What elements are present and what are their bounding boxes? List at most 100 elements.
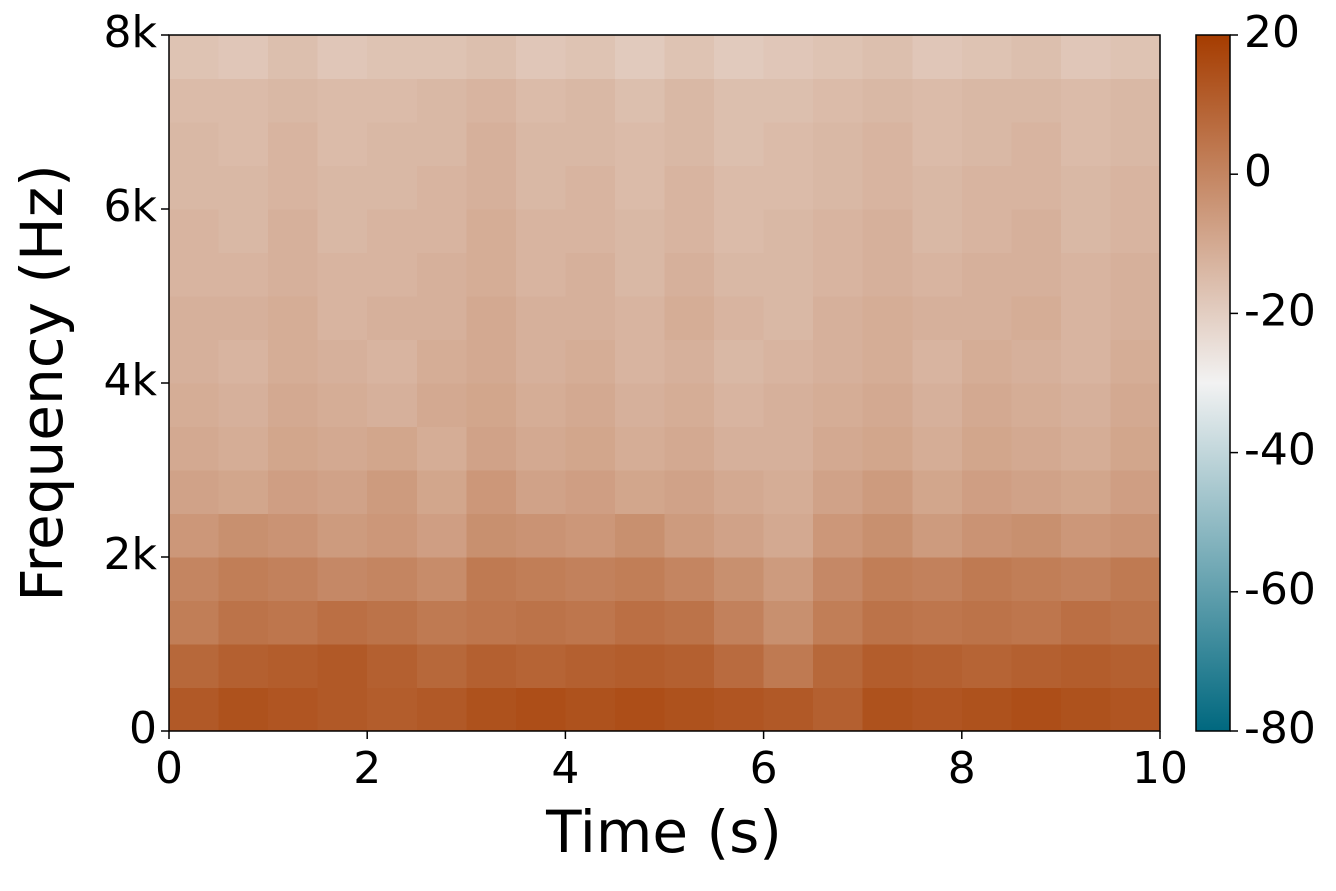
heatmap-cell (912, 209, 963, 253)
heatmap-cell (367, 35, 418, 79)
heatmap-cell (1011, 296, 1062, 340)
heatmap-cell (961, 165, 1012, 210)
heatmap-cell (1060, 470, 1111, 514)
heatmap-cell (317, 600, 368, 645)
heatmap-cell (664, 296, 715, 340)
heatmap-cell (714, 383, 765, 427)
heatmap-cell (714, 165, 765, 210)
heatmap-cell (317, 426, 368, 471)
heatmap-cell (367, 513, 418, 558)
heatmap-cell (961, 296, 1012, 340)
heatmap-cell (714, 644, 765, 688)
heatmap-cell (268, 687, 319, 732)
heatmap-cell (218, 513, 269, 558)
heatmap-cell (1110, 687, 1161, 732)
heatmap-cell (763, 296, 814, 340)
heatmap-cell (664, 687, 715, 732)
heatmap-cell (813, 165, 864, 210)
heatmap-cell (218, 78, 269, 123)
heatmap-cell (961, 35, 1012, 79)
heatmap-cell (515, 383, 566, 427)
heatmap-cell (515, 470, 566, 514)
heatmap-cell (169, 209, 220, 253)
heatmap-cell (1110, 557, 1161, 601)
heatmap-cell (813, 339, 864, 384)
heatmap-cell (961, 339, 1012, 384)
heatmap-cell (1060, 78, 1111, 123)
heatmap-cell (763, 78, 814, 123)
heatmap-cell (268, 470, 319, 514)
heatmap-cell (268, 383, 319, 427)
heatmap-cell (169, 78, 220, 123)
heatmap-cell (961, 383, 1012, 427)
heatmap-cell (614, 35, 665, 79)
heatmap-cell (565, 644, 616, 688)
y-tick-label: 4k (104, 355, 158, 406)
heatmap-cell (565, 383, 616, 427)
heatmap-cell (763, 339, 814, 384)
heatmap-cell (862, 78, 913, 123)
heatmap-cell (268, 296, 319, 340)
heatmap-cell (317, 209, 368, 253)
heatmap-cell (416, 252, 467, 297)
heatmap-cell (813, 209, 864, 253)
heatmap-cell (515, 165, 566, 210)
heatmap-cell (218, 296, 269, 340)
heatmap-cell (813, 644, 864, 688)
heatmap-cell (862, 165, 913, 210)
heatmap-cell (763, 687, 814, 732)
heatmap-cell (169, 122, 220, 166)
heatmap-cell (912, 687, 963, 732)
heatmap-cell (317, 644, 368, 688)
heatmap-cell (961, 426, 1012, 471)
heatmap-cell (317, 557, 368, 601)
heatmap-cell (763, 122, 814, 166)
heatmap-cell (813, 426, 864, 471)
heatmap-cell (912, 78, 963, 123)
heatmap-cell (912, 600, 963, 645)
heatmap-cell (664, 209, 715, 253)
heatmap-cell (218, 383, 269, 427)
colorbar-tick-label: 0 (1244, 146, 1272, 197)
heatmap-cell (169, 470, 220, 514)
heatmap-cell (862, 339, 913, 384)
heatmap-cell (515, 557, 566, 601)
heatmap-cell (515, 122, 566, 166)
heatmap-cell (416, 513, 467, 558)
heatmap-cell (1011, 426, 1062, 471)
heatmap-cell (614, 209, 665, 253)
heatmap-cell (268, 78, 319, 123)
heatmap-cell (416, 35, 467, 79)
colorbar-tick-label: -20 (1244, 285, 1316, 336)
heatmap-cell (1011, 165, 1062, 210)
heatmap-cell (268, 209, 319, 253)
heatmap-cell (169, 35, 220, 79)
heatmap-cell (862, 600, 913, 645)
heatmap-cell (169, 383, 220, 427)
heatmap-cell (1011, 78, 1062, 123)
heatmap-cell (565, 122, 616, 166)
heatmap-cell (862, 209, 913, 253)
heatmap-cell (416, 296, 467, 340)
heatmap-cell (813, 383, 864, 427)
heatmap-cell (565, 209, 616, 253)
heatmap-cell (1011, 557, 1062, 601)
heatmap-cell (1110, 339, 1161, 384)
heatmap-cell (614, 383, 665, 427)
heatmap-cell (515, 426, 566, 471)
heatmap-cell (614, 339, 665, 384)
heatmap-cell (565, 165, 616, 210)
heatmap-cell (268, 165, 319, 210)
heatmap-cell (813, 470, 864, 514)
heatmap-cell (1060, 35, 1111, 79)
heatmap-cell (565, 470, 616, 514)
y-tick-label: 2k (104, 529, 158, 580)
heatmap-cell (614, 78, 665, 123)
heatmap-cell (565, 339, 616, 384)
heatmap-cell (367, 165, 418, 210)
heatmap-cell (1011, 644, 1062, 688)
heatmap-cell (614, 557, 665, 601)
heatmap-cell (1060, 687, 1111, 732)
heatmap-cell (515, 35, 566, 79)
